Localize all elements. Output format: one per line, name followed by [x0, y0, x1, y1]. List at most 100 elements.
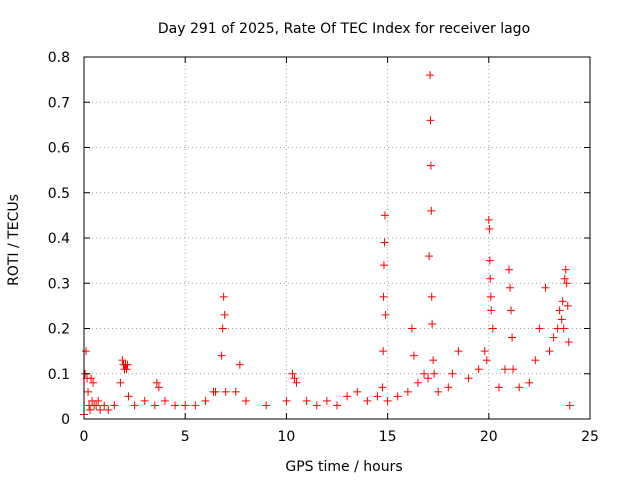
data-point [290, 374, 299, 383]
data-point [487, 306, 496, 315]
data-point [333, 401, 341, 410]
x-tick-label: 20 [480, 429, 498, 445]
data-point [218, 324, 227, 333]
data-point [322, 396, 331, 405]
data-point [379, 261, 388, 270]
y-tick-label: 0.3 [48, 276, 70, 292]
data-point [82, 347, 91, 356]
data-point [486, 274, 495, 283]
data-point [221, 387, 230, 396]
data-point [124, 392, 133, 401]
data-point [160, 396, 169, 405]
data-point [292, 378, 301, 387]
data-point [426, 71, 435, 80]
data-point [211, 387, 220, 396]
data-point [486, 292, 495, 301]
data-point [373, 392, 382, 401]
data-point [559, 324, 568, 333]
data-point [557, 315, 566, 324]
data-point [152, 378, 161, 387]
data-point [86, 405, 95, 414]
data-point [89, 378, 98, 387]
y-tick-label: 0.5 [48, 186, 70, 202]
data-point [379, 292, 388, 301]
data-point [380, 211, 389, 220]
data-point [104, 405, 113, 414]
data-point [235, 360, 244, 369]
data-point [201, 396, 210, 405]
data-point [448, 369, 457, 378]
data-point [430, 369, 439, 378]
data-point [288, 369, 297, 378]
data-point [425, 252, 434, 261]
data-point [140, 396, 149, 405]
y-tick-label: 0.8 [48, 50, 70, 66]
data-point [506, 283, 515, 292]
data-point [500, 365, 509, 374]
data-point [150, 401, 159, 410]
data-point [378, 383, 387, 392]
data-point [383, 396, 392, 405]
grid-lines [84, 57, 590, 419]
data-point [343, 392, 352, 401]
data-point [427, 292, 436, 301]
data-points [80, 71, 574, 419]
data-point [565, 401, 574, 410]
data-point [420, 369, 429, 378]
data-point [485, 224, 494, 233]
data-point [561, 265, 570, 274]
data-point [171, 401, 180, 410]
data-point [393, 392, 402, 401]
data-point [454, 347, 463, 356]
data-point [428, 319, 437, 328]
data-point [563, 301, 572, 310]
data-point [353, 387, 362, 396]
data-point [427, 206, 436, 215]
data-point [380, 238, 389, 247]
data-point [426, 161, 435, 170]
data-point [562, 279, 571, 288]
data-point [444, 383, 453, 392]
y-tick-label: 0.4 [48, 231, 70, 247]
data-point [508, 333, 517, 342]
data-point [560, 274, 569, 283]
x-axis-label: GPS time / hours [285, 459, 402, 475]
x-tick-label: 15 [379, 429, 397, 445]
data-point [84, 387, 93, 396]
data-point [100, 401, 109, 410]
data-point [494, 383, 503, 392]
data-point [118, 356, 127, 365]
data-point [509, 365, 518, 374]
data-point [379, 347, 388, 356]
data-point [217, 351, 226, 360]
data-point [545, 347, 554, 356]
data-point [154, 383, 163, 392]
data-point [464, 374, 473, 383]
data-point [181, 401, 190, 410]
data-point [505, 265, 514, 274]
data-point [488, 324, 497, 333]
data-point [507, 306, 516, 315]
data-point [363, 396, 372, 405]
data-point [94, 396, 103, 405]
data-point [312, 401, 321, 410]
data-point [541, 283, 550, 292]
y-tick-label: 0.2 [48, 322, 70, 338]
data-point [130, 401, 139, 410]
data-point [381, 310, 390, 319]
data-point [231, 387, 240, 396]
data-point [262, 401, 271, 410]
data-point [302, 396, 311, 405]
data-point [531, 356, 540, 365]
data-point [122, 365, 131, 374]
data-point [123, 360, 132, 369]
y-tick-label: 0.1 [48, 367, 70, 383]
data-point [92, 401, 101, 410]
data-point [409, 351, 418, 360]
data-point [403, 387, 412, 396]
x-tick-label: 10 [277, 429, 295, 445]
data-point [535, 324, 544, 333]
data-point [564, 338, 573, 347]
data-point [480, 347, 489, 356]
